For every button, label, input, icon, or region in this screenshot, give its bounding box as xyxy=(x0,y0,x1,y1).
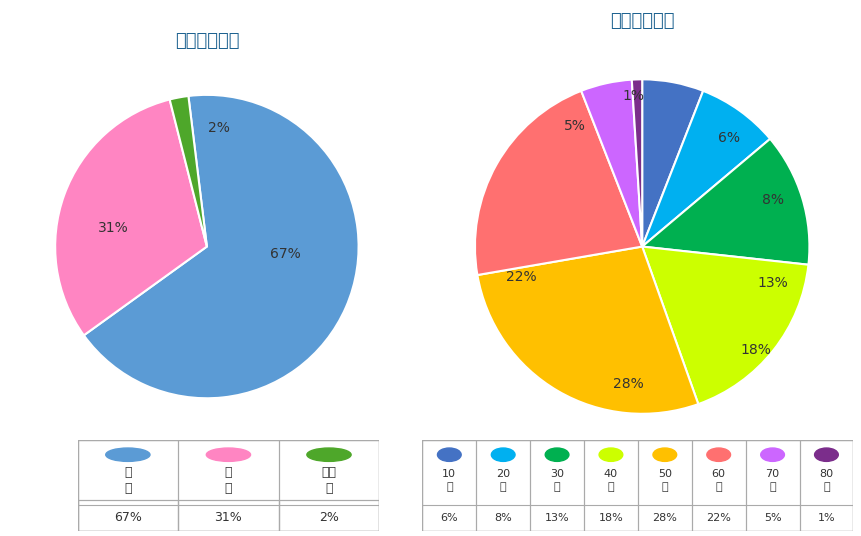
Text: 2%: 2% xyxy=(319,511,338,524)
Title: 投票の男女比: 投票の男女比 xyxy=(175,32,238,50)
Circle shape xyxy=(106,448,150,461)
Bar xyxy=(530,440,584,531)
Bar xyxy=(422,440,475,531)
Circle shape xyxy=(706,448,730,461)
Wedge shape xyxy=(641,139,808,265)
Text: 男
性: 男 性 xyxy=(124,466,132,495)
Text: 13%: 13% xyxy=(756,277,787,291)
Text: 6%: 6% xyxy=(717,131,740,145)
Circle shape xyxy=(307,448,350,461)
Circle shape xyxy=(598,448,622,461)
Bar xyxy=(475,440,530,531)
Text: 60
代: 60 代 xyxy=(711,470,725,492)
Text: 18%: 18% xyxy=(740,343,771,357)
Circle shape xyxy=(653,448,676,461)
Text: 13%: 13% xyxy=(544,513,569,523)
Text: 40
代: 40 代 xyxy=(604,470,617,492)
Text: 67%: 67% xyxy=(114,511,142,524)
Wedge shape xyxy=(55,100,207,336)
Wedge shape xyxy=(641,247,808,404)
Bar xyxy=(799,440,852,531)
Text: 8%: 8% xyxy=(761,193,783,207)
Text: 70
代: 70 代 xyxy=(765,470,778,492)
Circle shape xyxy=(544,448,568,461)
Text: 女
性: 女 性 xyxy=(225,466,232,495)
Circle shape xyxy=(491,448,515,461)
Wedge shape xyxy=(170,96,207,247)
Bar xyxy=(77,500,178,531)
Text: 10
代: 10 代 xyxy=(442,470,455,492)
Text: 22%: 22% xyxy=(506,270,536,284)
Wedge shape xyxy=(580,80,641,247)
Text: その
他: その 他 xyxy=(321,466,336,495)
Text: 2%: 2% xyxy=(208,121,230,135)
Circle shape xyxy=(814,448,838,461)
Bar xyxy=(584,440,637,531)
Text: 1%: 1% xyxy=(623,89,644,103)
Bar xyxy=(178,440,278,531)
Bar xyxy=(745,440,799,531)
Bar xyxy=(77,500,379,531)
Text: 28%: 28% xyxy=(652,513,677,523)
Circle shape xyxy=(206,448,251,461)
Wedge shape xyxy=(477,247,697,414)
Text: 31%: 31% xyxy=(97,221,128,235)
Text: 28%: 28% xyxy=(613,377,643,391)
Bar xyxy=(691,440,745,531)
Wedge shape xyxy=(641,91,769,247)
Text: 50
代: 50 代 xyxy=(657,470,671,492)
Wedge shape xyxy=(641,79,703,247)
Text: 1%: 1% xyxy=(817,513,834,523)
Text: 5%: 5% xyxy=(564,119,585,133)
Text: 30
代: 30 代 xyxy=(549,470,563,492)
Circle shape xyxy=(760,448,784,461)
Text: 31%: 31% xyxy=(214,511,242,524)
Text: 8%: 8% xyxy=(493,513,511,523)
Wedge shape xyxy=(474,91,641,275)
Bar xyxy=(278,500,379,531)
Text: 22%: 22% xyxy=(705,513,730,523)
Wedge shape xyxy=(631,79,641,247)
Bar xyxy=(637,440,691,531)
Bar xyxy=(77,440,178,531)
Title: 投票の年代比: 投票の年代比 xyxy=(610,12,673,31)
Text: 20
代: 20 代 xyxy=(496,470,510,492)
Text: 5%: 5% xyxy=(763,513,780,523)
Bar xyxy=(278,440,379,531)
Circle shape xyxy=(437,448,461,461)
Text: 80
代: 80 代 xyxy=(819,470,833,492)
Bar xyxy=(178,500,278,531)
Text: 6%: 6% xyxy=(440,513,457,523)
Text: 18%: 18% xyxy=(598,513,623,523)
Wedge shape xyxy=(84,95,358,398)
Text: 67%: 67% xyxy=(270,247,300,261)
